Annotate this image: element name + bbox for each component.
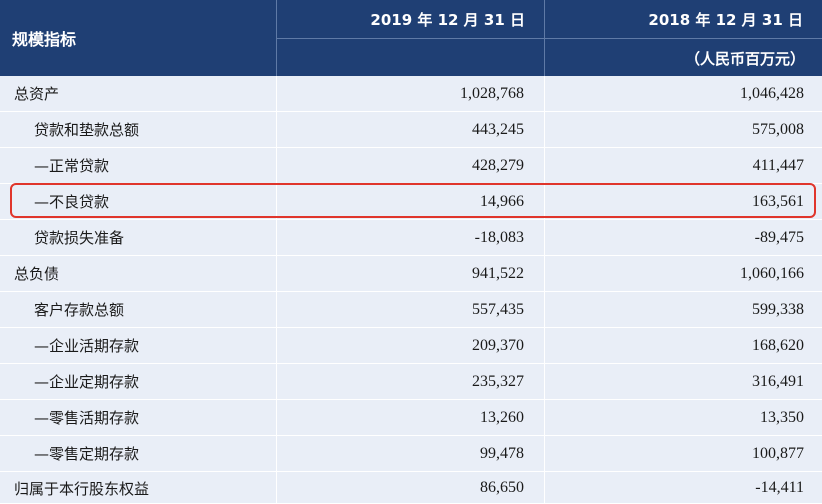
value-2018: 316,491 xyxy=(544,364,822,399)
row-label: —企业活期存款 xyxy=(34,337,140,355)
value-2019: 443,245 xyxy=(276,112,544,147)
column-2019-title: 2019 年 12 月 31 日 xyxy=(370,10,525,29)
table-row: —正常贷款 428,279 411,447 xyxy=(0,148,822,184)
row-label: —企业定期存款 xyxy=(34,373,140,391)
table-row: 总资产 1,028,768 1,046,428 xyxy=(0,76,822,112)
value-2019: 941,522 xyxy=(276,256,544,291)
value-2019: 209,370 xyxy=(276,328,544,363)
value-2018: 100,877 xyxy=(544,436,822,471)
value-2019: 86,650 xyxy=(276,472,544,504)
column-2018-title: 2018 年 12 月 31 日 xyxy=(648,10,803,29)
value-2018: 1,046,428 xyxy=(544,76,822,111)
table-row: 总负债 941,522 1,060,166 xyxy=(0,256,822,292)
table-row: —企业活期存款 209,370 168,620 xyxy=(0,328,822,364)
table-row: 贷款和垫款总额 443,245 575,008 xyxy=(0,112,822,148)
value-2019: 235,327 xyxy=(276,364,544,399)
row-label: 贷款和垫款总额 xyxy=(34,121,140,139)
value-2019: 428,279 xyxy=(276,148,544,183)
value-2018: 575,008 xyxy=(544,112,822,147)
value-2018: 599,338 xyxy=(544,292,822,327)
value-2019: 14,966 xyxy=(276,184,544,219)
row-label: 总负债 xyxy=(14,265,60,283)
table-row: —企业定期存款 235,327 316,491 xyxy=(0,364,822,400)
value-2018: -89,475 xyxy=(544,220,822,255)
table-row: 贷款损失准备 -18,083 -89,475 xyxy=(0,220,822,256)
row-label: 贷款损失准备 xyxy=(34,229,125,247)
row-label: 归属于本行股东权益 xyxy=(14,479,150,498)
value-2019: 557,435 xyxy=(276,292,544,327)
value-2018: 411,447 xyxy=(544,148,822,183)
column-2018: 2018 年 12 月 31 日 （人民币百万元） xyxy=(544,0,822,76)
row-label: 总资产 xyxy=(14,85,60,103)
value-2019: 99,478 xyxy=(276,436,544,471)
table-header: 规模指标 2019 年 12 月 31 日 2018 年 12 月 31 日 （… xyxy=(0,0,822,76)
column-2019-unit-blank xyxy=(277,38,545,77)
metric-header: 规模指标 xyxy=(12,30,77,49)
row-label: —正常贷款 xyxy=(34,157,110,175)
unit-label: （人民币百万元） xyxy=(545,38,822,77)
table-row: 归属于本行股东权益 86,650 -14,411 xyxy=(0,472,822,504)
value-2018: 168,620 xyxy=(544,328,822,363)
value-2019: 1,028,768 xyxy=(276,76,544,111)
row-label: 客户存款总额 xyxy=(34,301,125,319)
row-label: —零售活期存款 xyxy=(34,409,140,427)
row-label: —不良贷款 xyxy=(34,193,110,211)
value-2018: 13,350 xyxy=(544,400,822,435)
table-row: 客户存款总额 557,435 599,338 xyxy=(0,292,822,328)
value-2018: 163,561 xyxy=(544,184,822,219)
value-2018: 1,060,166 xyxy=(544,256,822,291)
table-row: —零售活期存款 13,260 13,350 xyxy=(0,400,822,436)
row-label: —零售定期存款 xyxy=(34,445,140,463)
value-2019: -18,083 xyxy=(276,220,544,255)
table-row-npl: —不良贷款 14,966 163,561 xyxy=(0,184,822,220)
value-2019: 13,260 xyxy=(276,400,544,435)
value-2018: -14,411 xyxy=(544,472,822,504)
column-2019: 2019 年 12 月 31 日 xyxy=(276,0,545,76)
table-row: —零售定期存款 99,478 100,877 xyxy=(0,436,822,472)
